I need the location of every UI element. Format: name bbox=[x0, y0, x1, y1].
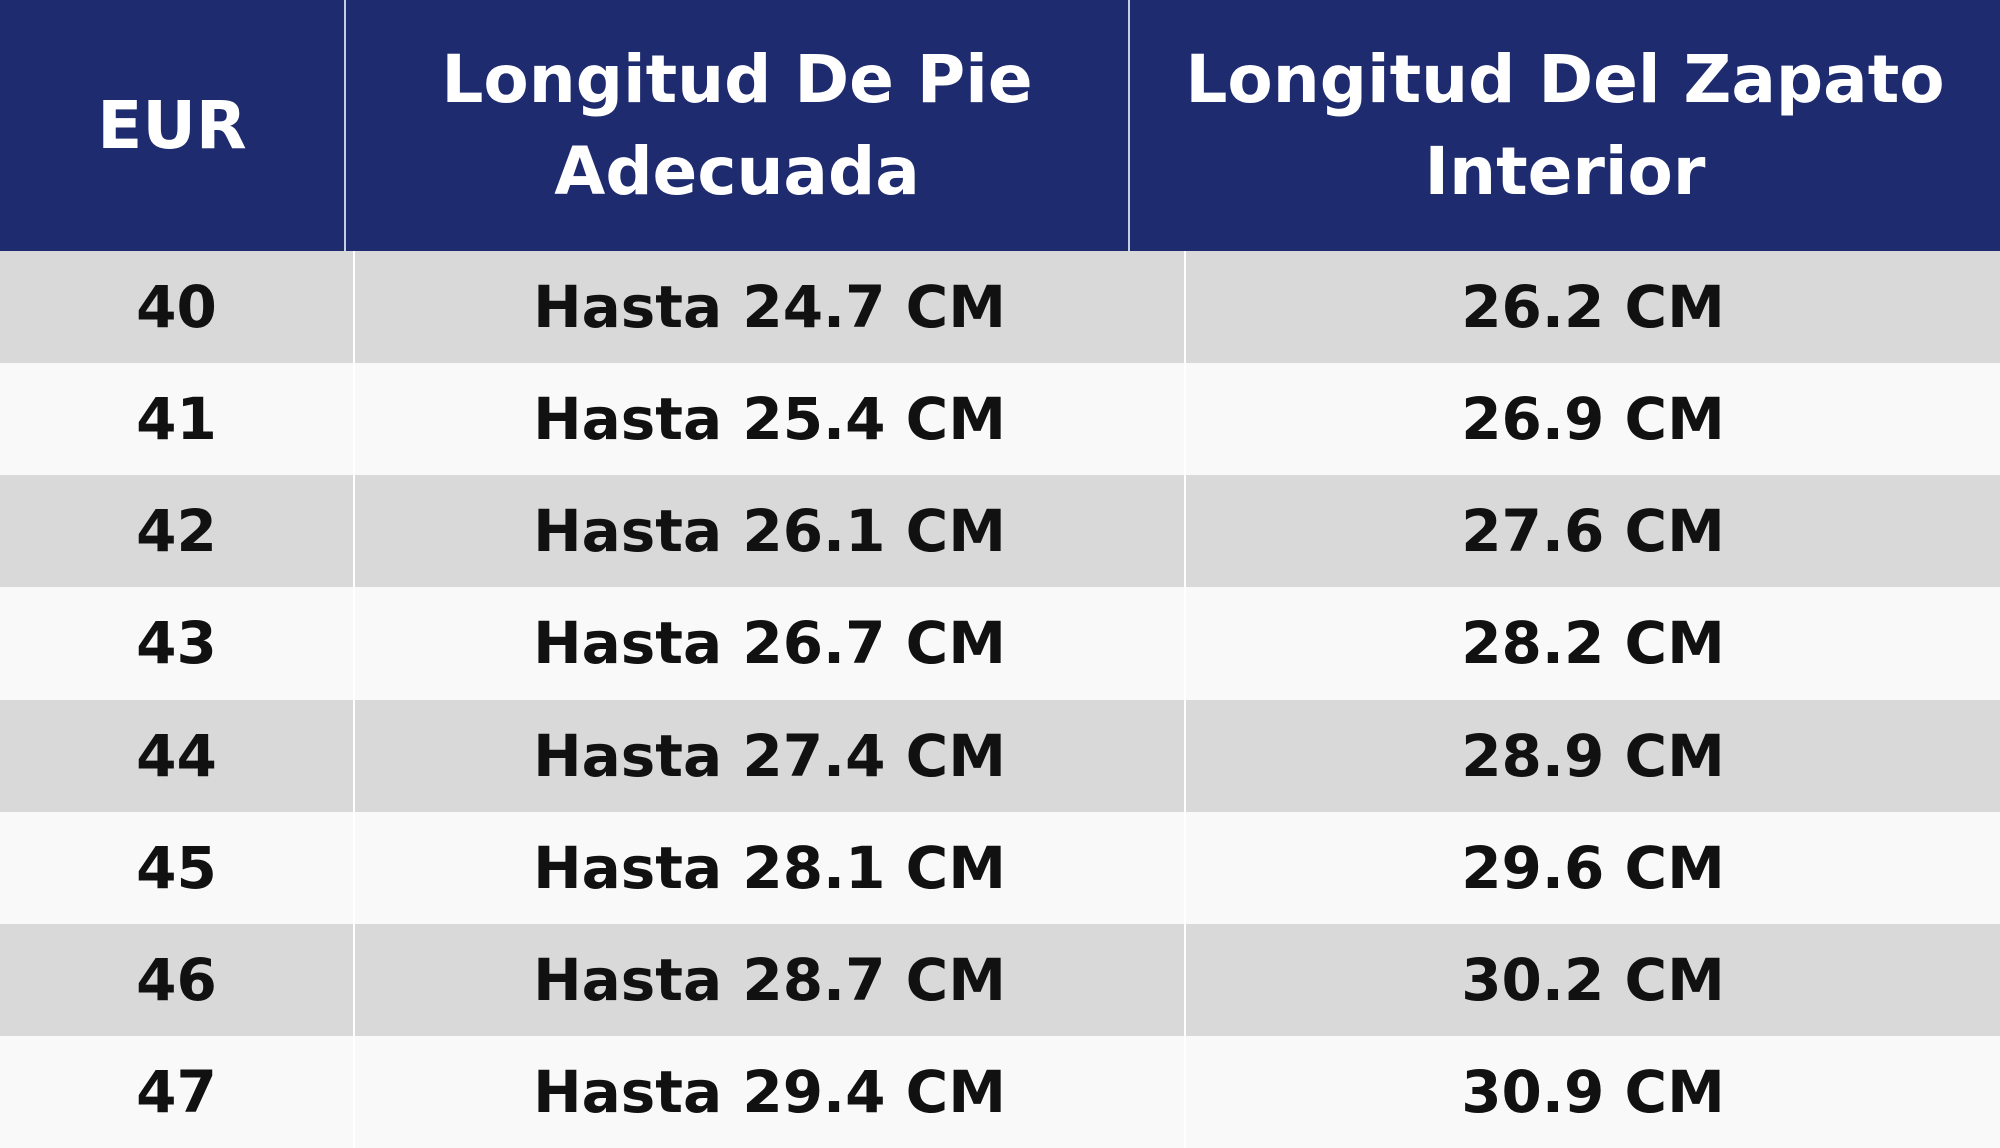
table-cell: 26.9 CM bbox=[1186, 363, 2000, 476]
table-cell: Hasta 28.1 CM bbox=[355, 811, 1186, 924]
table-cell: 41 bbox=[0, 363, 355, 476]
table-cell: 28.9 CM bbox=[1186, 699, 2000, 812]
header-cell: Longitud Del Zapato Interior bbox=[1130, 0, 2000, 251]
table-cell: Hasta 26.1 CM bbox=[355, 475, 1186, 588]
table-cell: 43 bbox=[0, 587, 355, 700]
table-cell: 46 bbox=[0, 923, 355, 1036]
table-cell: Hasta 26.7 CM bbox=[355, 587, 1186, 700]
table-cell: Hasta 25.4 CM bbox=[355, 363, 1186, 476]
header-cell: Longitud De Pie Adecuada bbox=[346, 0, 1130, 251]
table-cell: Hasta 27.4 CM bbox=[355, 699, 1186, 812]
table-cell: 29.6 CM bbox=[1186, 811, 2000, 924]
table-cell: Hasta 28.7 CM bbox=[355, 923, 1186, 1036]
table-cell: 30.9 CM bbox=[1186, 1035, 2000, 1148]
table-cell: Hasta 24.7 CM bbox=[355, 251, 1186, 364]
table-cell: Hasta 29.4 CM bbox=[355, 1035, 1186, 1148]
table-cell: 40 bbox=[0, 251, 355, 364]
header-cell: EUR bbox=[0, 0, 346, 251]
table-cell: 45 bbox=[0, 811, 355, 924]
table-cell: 26.2 CM bbox=[1186, 251, 2000, 364]
table-cell: 27.6 CM bbox=[1186, 475, 2000, 588]
table-cell: 44 bbox=[0, 699, 355, 812]
table-cell: 47 bbox=[0, 1035, 355, 1148]
table-cell: 30.2 CM bbox=[1186, 923, 2000, 1036]
table-cell: 42 bbox=[0, 475, 355, 588]
table-cell: 28.2 CM bbox=[1186, 587, 2000, 700]
